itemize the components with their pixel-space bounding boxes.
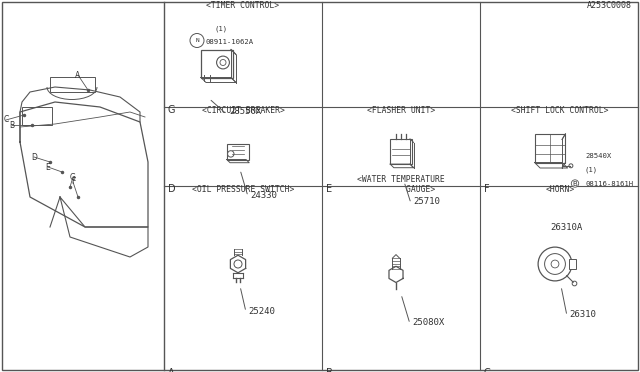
Text: E: E — [326, 184, 332, 194]
Text: 08911-1062A: 08911-1062A — [206, 39, 254, 45]
Text: B: B — [10, 121, 15, 129]
Text: 28550X: 28550X — [229, 108, 261, 116]
Text: A: A — [168, 368, 175, 372]
Text: G: G — [70, 173, 76, 182]
Circle shape — [572, 281, 577, 286]
Text: 25240: 25240 — [248, 307, 275, 316]
Text: F: F — [484, 184, 490, 194]
Bar — [570, 259, 576, 269]
Circle shape — [545, 254, 565, 275]
Text: B: B — [326, 368, 333, 372]
Bar — [50, 77, 95, 92]
Circle shape — [538, 247, 572, 281]
Bar — [227, 144, 249, 160]
Circle shape — [190, 33, 204, 48]
Bar — [390, 139, 412, 164]
Text: E: E — [45, 163, 51, 171]
Text: (1): (1) — [214, 25, 227, 32]
Circle shape — [551, 260, 559, 268]
Text: 08116-8161H: 08116-8161H — [585, 180, 633, 186]
Text: 25080X: 25080X — [412, 318, 444, 327]
Text: 24330: 24330 — [250, 190, 277, 199]
Text: C: C — [3, 115, 8, 125]
Text: <SHIFT LOCK CONTROL>: <SHIFT LOCK CONTROL> — [511, 106, 609, 115]
Bar — [201, 49, 233, 77]
Text: <TIMER CONTROL>: <TIMER CONTROL> — [207, 1, 280, 10]
Circle shape — [569, 164, 573, 168]
Circle shape — [220, 60, 226, 65]
Text: <WATER TEMPERATURE
        GAUGE>: <WATER TEMPERATURE GAUGE> — [357, 174, 445, 194]
Text: <OIL PRESSURE SWITCH>: <OIL PRESSURE SWITCH> — [192, 185, 294, 194]
Circle shape — [216, 56, 229, 69]
Text: <CIRCUIT BREAKER>: <CIRCUIT BREAKER> — [202, 106, 284, 115]
Text: C: C — [484, 368, 491, 372]
Text: F: F — [71, 177, 75, 186]
Text: G: G — [168, 105, 175, 115]
Bar — [534, 134, 565, 163]
Circle shape — [234, 260, 242, 268]
Text: (1): (1) — [585, 166, 598, 173]
Text: 26310: 26310 — [569, 310, 596, 319]
Text: 25710: 25710 — [413, 198, 440, 206]
Text: 26310A: 26310A — [550, 223, 582, 232]
Text: A: A — [76, 71, 81, 80]
Text: N: N — [195, 38, 199, 43]
Text: <FLASHER UNIT>: <FLASHER UNIT> — [367, 106, 435, 115]
Bar — [22, 107, 52, 125]
Circle shape — [228, 151, 234, 157]
Text: <HORN>: <HORN> — [545, 185, 575, 194]
Text: 28540X: 28540X — [585, 154, 611, 160]
Text: B: B — [573, 180, 577, 186]
Text: D: D — [168, 184, 175, 194]
Text: D: D — [31, 153, 37, 161]
Text: A253C0008: A253C0008 — [587, 1, 632, 10]
